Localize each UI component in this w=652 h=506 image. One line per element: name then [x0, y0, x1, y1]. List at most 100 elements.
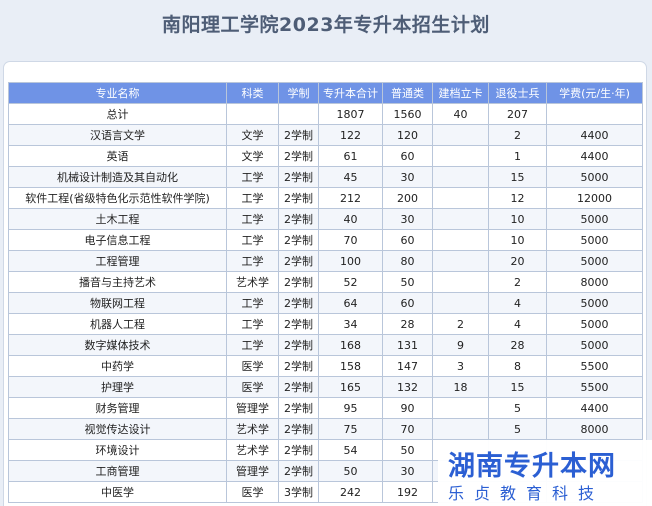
table-cell: 2学制 — [278, 124, 319, 146]
table-cell: 60 — [382, 292, 433, 314]
table-cell: 汉语言文学 — [8, 124, 227, 146]
table-cell: 工学 — [226, 334, 279, 356]
table-cell: 5000 — [546, 208, 643, 230]
table-cell: 机器人工程 — [8, 313, 227, 335]
table-row: 物联网工程 工学 2学制 64 60 4 5000 — [8, 292, 643, 314]
table-cell: 4 — [488, 292, 547, 314]
table-row: 软件工程(省级特色化示范性软件学院) 工学 2学制 212 200 12 12000 — [8, 187, 643, 209]
table-cell: 2学制 — [278, 355, 319, 377]
table-cell — [432, 229, 489, 251]
header-cell: 专业名称 — [8, 82, 227, 104]
table-cell: 10 — [488, 208, 547, 230]
table-cell: 播音与主持艺术 — [8, 271, 227, 293]
table-cell: 5500 — [546, 355, 643, 377]
table-cell: 60 — [382, 145, 433, 167]
table-cell: 管理学 — [226, 460, 279, 482]
table-cell: 5000 — [546, 250, 643, 272]
table-cell: 数字媒体技术 — [8, 334, 227, 356]
table-cell: 工学 — [226, 187, 279, 209]
table-cell: 3 — [432, 355, 489, 377]
header-cell: 学制 — [278, 82, 319, 104]
table-cell: 2学制 — [278, 229, 319, 251]
table-cell: 34 — [318, 313, 383, 335]
table-cell: 12000 — [546, 187, 643, 209]
table-cell: 4400 — [546, 397, 643, 419]
table-cell — [432, 250, 489, 272]
table-cell — [432, 145, 489, 167]
table-cell: 75 — [318, 418, 383, 440]
table-cell: 2 — [488, 124, 547, 146]
table-cell: 2学制 — [278, 460, 319, 482]
table-cell: 212 — [318, 187, 383, 209]
table-cell: 工商管理 — [8, 460, 227, 482]
table-row: 财务管理 管理学 2学制 95 90 5 4400 — [8, 397, 643, 419]
table-cell: 2学制 — [278, 292, 319, 314]
table-cell: 土木工程 — [8, 208, 227, 230]
table-row: 数字媒体技术 工学 2学制 168 131 9 28 5000 — [8, 334, 643, 356]
table-cell: 5000 — [546, 292, 643, 314]
table-cell: 95 — [318, 397, 383, 419]
table-cell: 医学 — [226, 355, 279, 377]
table-cell: 2学制 — [278, 334, 319, 356]
table-cell: 4400 — [546, 124, 643, 146]
table-cell: 28 — [488, 334, 547, 356]
table-row: 英语 文学 2学制 61 60 1 4400 — [8, 145, 643, 167]
table-cell: 艺术学 — [226, 439, 279, 461]
table-cell: 中药学 — [8, 355, 227, 377]
table-body: 总计 1807 1560 40 207 汉语言文学 文学 2学制 122 120 2 4400 英语 文学… — [8, 103, 643, 503]
table-cell: 财务管理 — [8, 397, 227, 419]
table-cell: 20 — [488, 250, 547, 272]
header-cell: 建档立卡 — [432, 82, 489, 104]
table-cell: 艺术学 — [226, 271, 279, 293]
table-row: 护理学 医学 2学制 165 132 18 15 5500 — [8, 376, 643, 398]
table-cell: 医学 — [226, 481, 279, 503]
table-row: 机器人工程 工学 2学制 34 28 2 4 5000 — [8, 313, 643, 335]
table-row: 工程管理 工学 2学制 100 80 20 5000 — [8, 250, 643, 272]
table-row: 土木工程 工学 2学制 40 30 10 5000 — [8, 208, 643, 230]
table-cell: 30 — [382, 460, 433, 482]
table-cell — [432, 397, 489, 419]
table-cell: 30 — [382, 166, 433, 188]
table-cell — [432, 418, 489, 440]
table-cell: 护理学 — [8, 376, 227, 398]
table-cell — [278, 103, 319, 125]
table-card: 专业名称 科类 学制 专升本合计 普通类 建档立卡 退役士兵 学费(元/生·年)… — [4, 62, 646, 506]
table-cell: 2 — [432, 313, 489, 335]
table-cell: 165 — [318, 376, 383, 398]
table-cell: 192 — [382, 481, 433, 503]
table-cell: 5 — [488, 418, 547, 440]
watermark-brand: 湖南专升本网 — [448, 451, 616, 482]
table-cell: 80 — [382, 250, 433, 272]
table-cell — [432, 292, 489, 314]
table-cell: 2学制 — [278, 397, 319, 419]
table-cell: 158 — [318, 355, 383, 377]
table-cell: 100 — [318, 250, 383, 272]
table-header-row: 专业名称 科类 学制 专升本合计 普通类 建档立卡 退役士兵 学费(元/生·年) — [8, 82, 643, 104]
table-cell: 1807 — [318, 103, 383, 125]
table-cell: 机械设计制造及其自动化 — [8, 166, 227, 188]
table-cell: 5000 — [546, 166, 643, 188]
table-cell — [432, 166, 489, 188]
table-cell: 医学 — [226, 376, 279, 398]
table-cell: 总计 — [8, 103, 227, 125]
table-row: 总计 1807 1560 40 207 — [8, 103, 643, 125]
table-cell: 2学制 — [278, 313, 319, 335]
table-cell: 30 — [382, 208, 433, 230]
table-cell: 1 — [488, 145, 547, 167]
table-cell: 147 — [382, 355, 433, 377]
table-cell: 2学制 — [278, 271, 319, 293]
table-cell: 2学制 — [278, 187, 319, 209]
header-cell: 专升本合计 — [318, 82, 383, 104]
table-cell: 15 — [488, 376, 547, 398]
table-cell: 242 — [318, 481, 383, 503]
table-cell: 2学制 — [278, 418, 319, 440]
table-row: 机械设计制造及其自动化 工学 2学制 45 30 15 5000 — [8, 166, 643, 188]
table-cell: 4400 — [546, 145, 643, 167]
table-cell: 2学制 — [278, 166, 319, 188]
table-cell: 120 — [382, 124, 433, 146]
table-cell: 28 — [382, 313, 433, 335]
table-cell: 131 — [382, 334, 433, 356]
table-cell: 50 — [382, 439, 433, 461]
table-cell: 8 — [488, 355, 547, 377]
table-cell: 8000 — [546, 271, 643, 293]
